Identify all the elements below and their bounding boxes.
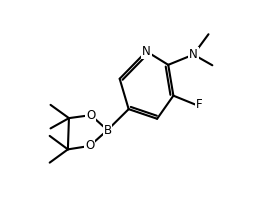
Text: N: N (189, 48, 198, 61)
Text: O: O (85, 140, 94, 152)
Text: O: O (86, 109, 95, 122)
Text: N: N (142, 45, 151, 58)
Text: B: B (103, 124, 111, 137)
Text: F: F (196, 98, 203, 111)
